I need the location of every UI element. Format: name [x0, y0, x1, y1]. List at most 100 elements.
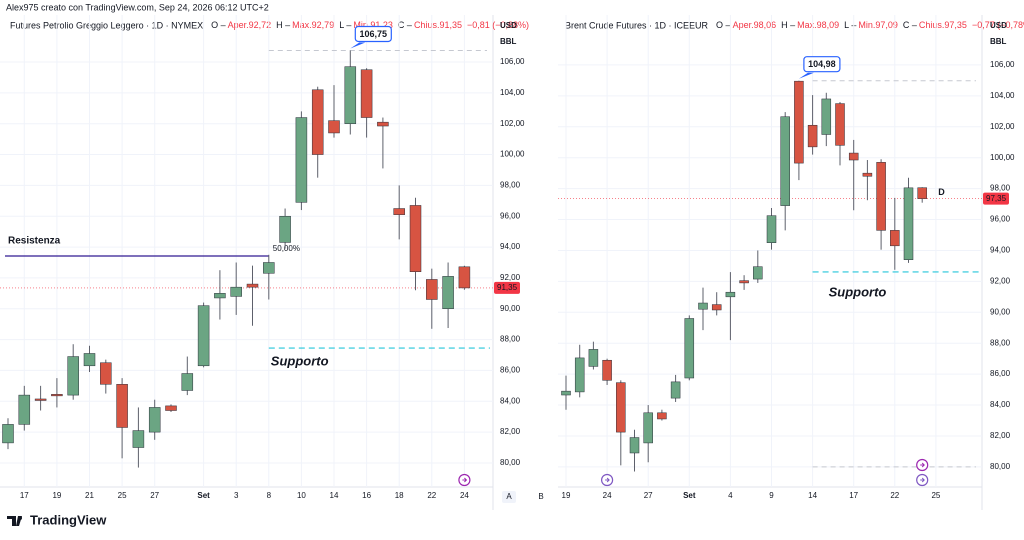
y-tick-label: 88,00: [990, 338, 1011, 347]
fib-label: 50,00%: [273, 244, 300, 253]
candle-body: [753, 266, 763, 280]
ohlc-key: L –: [844, 20, 856, 30]
change: −0,77 (−0,78%): [972, 20, 1024, 30]
candle-body: [148, 407, 161, 433]
y-tick-label: 82,00: [500, 427, 521, 436]
candle-body: [328, 120, 340, 134]
candle-body: [279, 215, 291, 243]
last-price-label: 97,35: [986, 194, 1007, 203]
ohlc-value: Min.91,23: [353, 20, 393, 30]
candle-body: [197, 305, 210, 367]
axis-button-label[interactable]: B: [538, 492, 543, 501]
candle-body: [360, 69, 373, 118]
y-tick-label: 100,00: [500, 150, 525, 159]
ohlc-value: Aper.98,06: [733, 20, 777, 30]
currency: USD: [990, 21, 1007, 30]
callout-label: 104,98: [808, 59, 836, 69]
candle-body: [807, 124, 818, 148]
candle-body: [684, 318, 695, 379]
x-tick-label: 17: [20, 491, 29, 500]
candle-body: [561, 390, 571, 396]
y-tick-label: 88,00: [500, 335, 521, 344]
y-tick-label: 90,00: [990, 307, 1011, 316]
y-tick-label: 94,00: [500, 242, 521, 251]
axis-button[interactable]: [502, 491, 516, 503]
candle-body: [263, 262, 275, 274]
candle-body: [602, 359, 612, 381]
candle-body: [377, 121, 389, 127]
candle-body: [214, 293, 226, 299]
candle-body: [862, 172, 873, 177]
y-tick-label: 84,00: [500, 396, 521, 405]
logo-text: TradingView: [30, 512, 107, 527]
chart-title: Futures Petrolio Greggio Leggero · 1D · …: [10, 20, 203, 30]
candle-body: [458, 266, 471, 289]
candle-body: [344, 66, 357, 124]
candle-body: [643, 412, 653, 444]
candle-body: [739, 280, 749, 284]
y-tick-label: 104,00: [500, 88, 525, 97]
candle-body: [34, 398, 47, 401]
candle-body: [848, 152, 859, 161]
x-tick-label: 24: [603, 491, 612, 500]
x-tick-label: 22: [890, 491, 899, 500]
candle-body: [629, 437, 640, 454]
candle-body: [393, 208, 405, 215]
candle-body: [657, 412, 667, 420]
x-tick-label: 10: [297, 491, 306, 500]
candle-body: [725, 291, 736, 298]
y-tick-label: 106,00: [990, 60, 1015, 69]
y-tick-label: 104,00: [990, 91, 1015, 100]
x-tick-label: 14: [808, 491, 817, 500]
candle-body: [181, 373, 194, 391]
header: Alex975 creato con TradingView.com, Sep …: [6, 2, 269, 12]
x-tick-label: 25: [118, 491, 127, 500]
candle-body: [426, 279, 438, 300]
y-tick-label: 92,00: [500, 273, 521, 282]
axis-button[interactable]: [534, 491, 548, 503]
candle-body: [2, 424, 14, 444]
y-tick-label: 86,00: [500, 366, 521, 375]
callout-box: [354, 25, 392, 43]
y-tick-label: 80,00: [990, 462, 1011, 471]
candle-body: [821, 98, 832, 135]
candle-body: [588, 349, 599, 367]
ohlc-legend: O – Aper.98,06 H – Max.98,09 L – Min.97,09 C –…: [716, 20, 1024, 30]
ohlc-key: C –: [903, 20, 917, 30]
last-price-tag: [983, 192, 1009, 205]
x-tick-label: 24: [460, 491, 469, 500]
candle-body: [670, 381, 681, 399]
x-tick-label: 27: [150, 491, 159, 500]
y-tick-label: 94,00: [990, 246, 1011, 255]
logo: [7, 516, 22, 526]
change: −0,81 (−0,88%): [467, 20, 529, 30]
ohlc-value: Chius.91,35: [414, 20, 462, 30]
y-tick-label: 92,00: [990, 276, 1011, 285]
flag-label: D: [938, 187, 945, 197]
candle-body: [67, 356, 79, 396]
x-tick-label: 21: [85, 491, 94, 500]
axis-button-label[interactable]: A: [506, 492, 512, 501]
event-icon-glyph: [605, 477, 610, 483]
candle-body: [246, 283, 259, 288]
ohlc-key: C –: [398, 20, 412, 30]
candle-body: [83, 353, 96, 367]
y-tick-label: 102,00: [990, 122, 1015, 131]
candle-body: [295, 117, 308, 203]
y-tick-label: 106,00: [500, 57, 525, 66]
y-tick-label: 80,00: [500, 458, 521, 467]
candle-body: [116, 384, 128, 428]
y-tick-label: 82,00: [990, 431, 1011, 440]
candle-body: [903, 187, 914, 260]
chart-title: Brent Crude Futures · 1D · ICEEUR: [565, 20, 709, 30]
event-icon-glyph: [920, 477, 925, 483]
y-tick-label: 102,00: [500, 119, 525, 128]
x-tick-label: Set: [683, 491, 696, 500]
candle-body: [311, 89, 324, 155]
ohlc-value: Max.92,79: [292, 20, 334, 30]
candle-body: [616, 382, 626, 433]
candle-body: [780, 116, 790, 206]
callout-label: 106,75: [360, 29, 388, 39]
ohlc-key: O –: [716, 20, 731, 30]
x-tick-label: 3: [234, 491, 239, 500]
